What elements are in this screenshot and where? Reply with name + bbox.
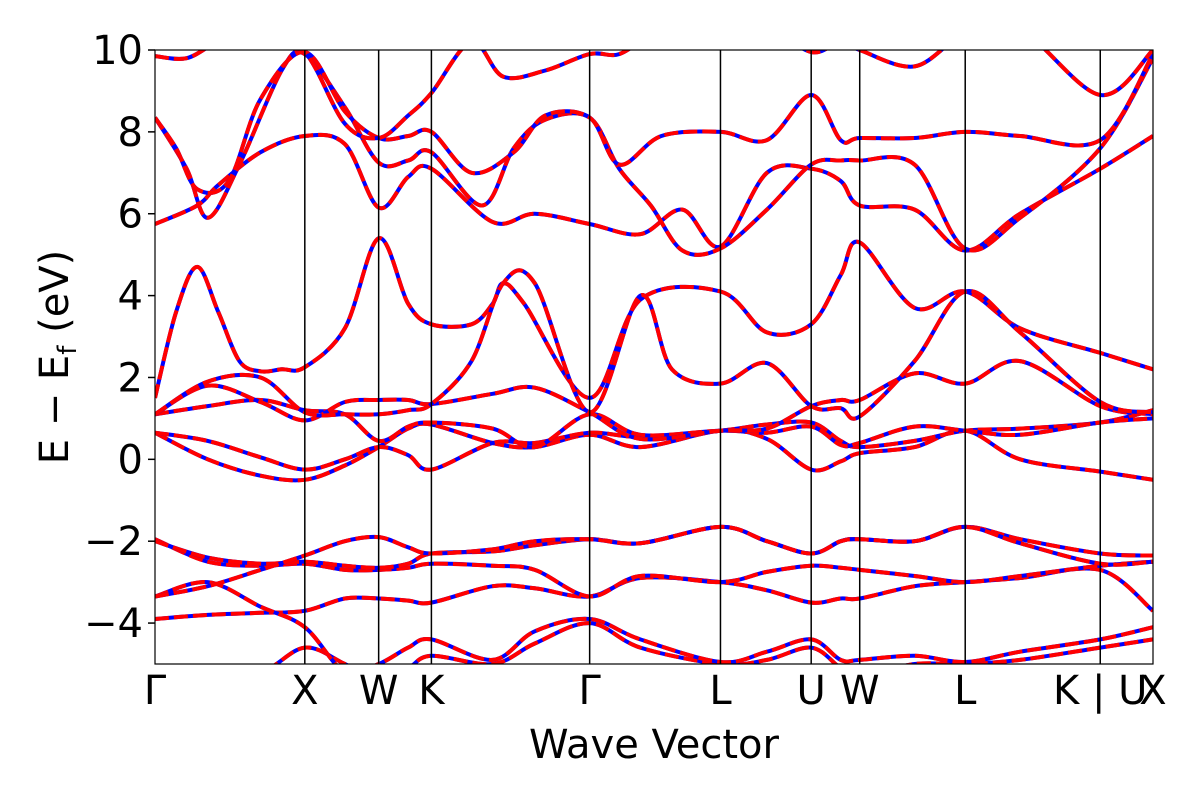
band-4-model-line <box>155 537 1153 599</box>
x-tick-label: K <box>418 668 446 714</box>
y-axis-label-main: E − E <box>32 355 78 465</box>
x-tick-label: U <box>797 668 826 714</box>
kpoint-lines <box>304 50 1102 664</box>
x-tick-label: X <box>291 668 318 714</box>
y-axis-label-tail: (eV) <box>32 250 78 346</box>
x-tick-label: L <box>709 668 732 714</box>
y-ticks: −4 −2 0 2 4 6 8 10 <box>84 28 155 647</box>
band-8-model-line <box>155 408 1153 472</box>
y-tick-label: 10 <box>92 28 143 74</box>
band-12-model-line <box>155 268 1153 421</box>
y-tick-label: 0 <box>118 437 143 483</box>
y-tick-label: 4 <box>118 274 143 320</box>
band-10-model-line <box>155 358 1153 442</box>
x-tick-label: W <box>359 668 399 714</box>
x-tick-label: L <box>954 668 977 714</box>
x-tick-label: W <box>840 668 880 714</box>
y-tick-label: 2 <box>118 355 143 401</box>
x-tick-label: Γ <box>578 668 601 714</box>
y-axis-label-sub: f <box>53 345 83 355</box>
x-tick-label: X <box>1139 668 1166 714</box>
band-6-model-line <box>155 524 1153 599</box>
x-axis-label: Wave Vector <box>529 722 780 768</box>
band-3-model-line <box>155 580 1153 664</box>
y-tick-label: 6 <box>118 192 143 238</box>
x-tick-label: Γ <box>144 668 167 714</box>
y-tick-label: −4 <box>84 601 143 647</box>
y-tick-label: −2 <box>84 519 143 565</box>
band-16-model-line <box>155 50 1153 141</box>
y-axis-label: E − Ef (eV) <box>32 250 83 465</box>
x-tick-label: K | U <box>1053 668 1147 714</box>
plot-frame <box>154 49 1154 665</box>
band-15-model-line <box>155 50 1153 195</box>
y-tick-label: 8 <box>118 110 143 156</box>
